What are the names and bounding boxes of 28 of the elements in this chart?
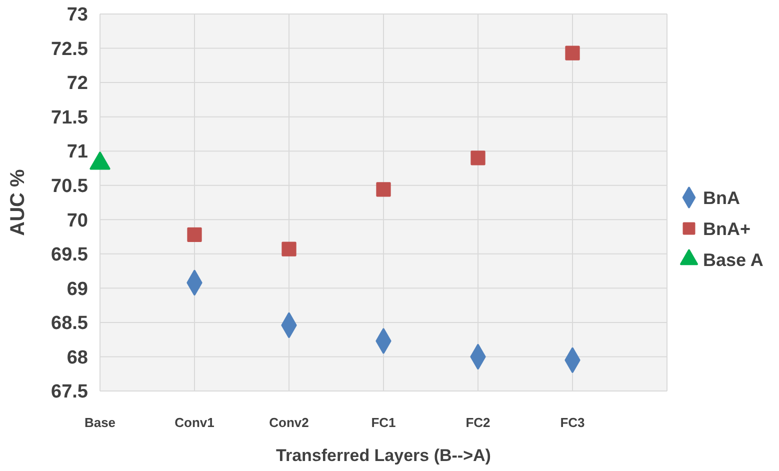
y-tick-label: 70	[66, 210, 88, 232]
point	[565, 46, 580, 60]
point	[470, 150, 486, 166]
y-tick-label: 69	[66, 278, 88, 300]
x-tick-label: Conv2	[269, 415, 309, 430]
y-tick-label: 70.5	[51, 176, 88, 198]
y-axis-title: AUC %	[7, 168, 29, 236]
point	[282, 242, 296, 256]
x-tick-label: FC1	[371, 415, 396, 430]
legend-label: BnA+	[703, 218, 751, 239]
legend-label: BnA	[703, 188, 740, 208]
point	[187, 227, 202, 242]
y-tick-label: 68	[66, 347, 88, 368]
x-axis-title: Transferred Layers (B-->A)	[276, 446, 491, 465]
y-tick-label: 73	[66, 4, 88, 26]
point	[376, 182, 391, 197]
y-tick-label: 72	[66, 73, 88, 94]
y-tick-label: 71.5	[51, 107, 88, 128]
y-tick-label: 71	[66, 142, 88, 163]
y-tick-label: 68.5	[51, 313, 88, 334]
y-tick-label: 69.5	[51, 244, 88, 266]
x-tick-label: Conv1	[174, 415, 214, 430]
x-tick-label: FC2	[466, 415, 490, 430]
legend-label: Base A	[703, 250, 764, 270]
y-tick-label: 72.5	[51, 38, 88, 60]
y-tick-label: 67.5	[51, 382, 88, 403]
x-tick-label: Base	[84, 415, 116, 430]
x-tick-label: FC3	[560, 415, 585, 430]
